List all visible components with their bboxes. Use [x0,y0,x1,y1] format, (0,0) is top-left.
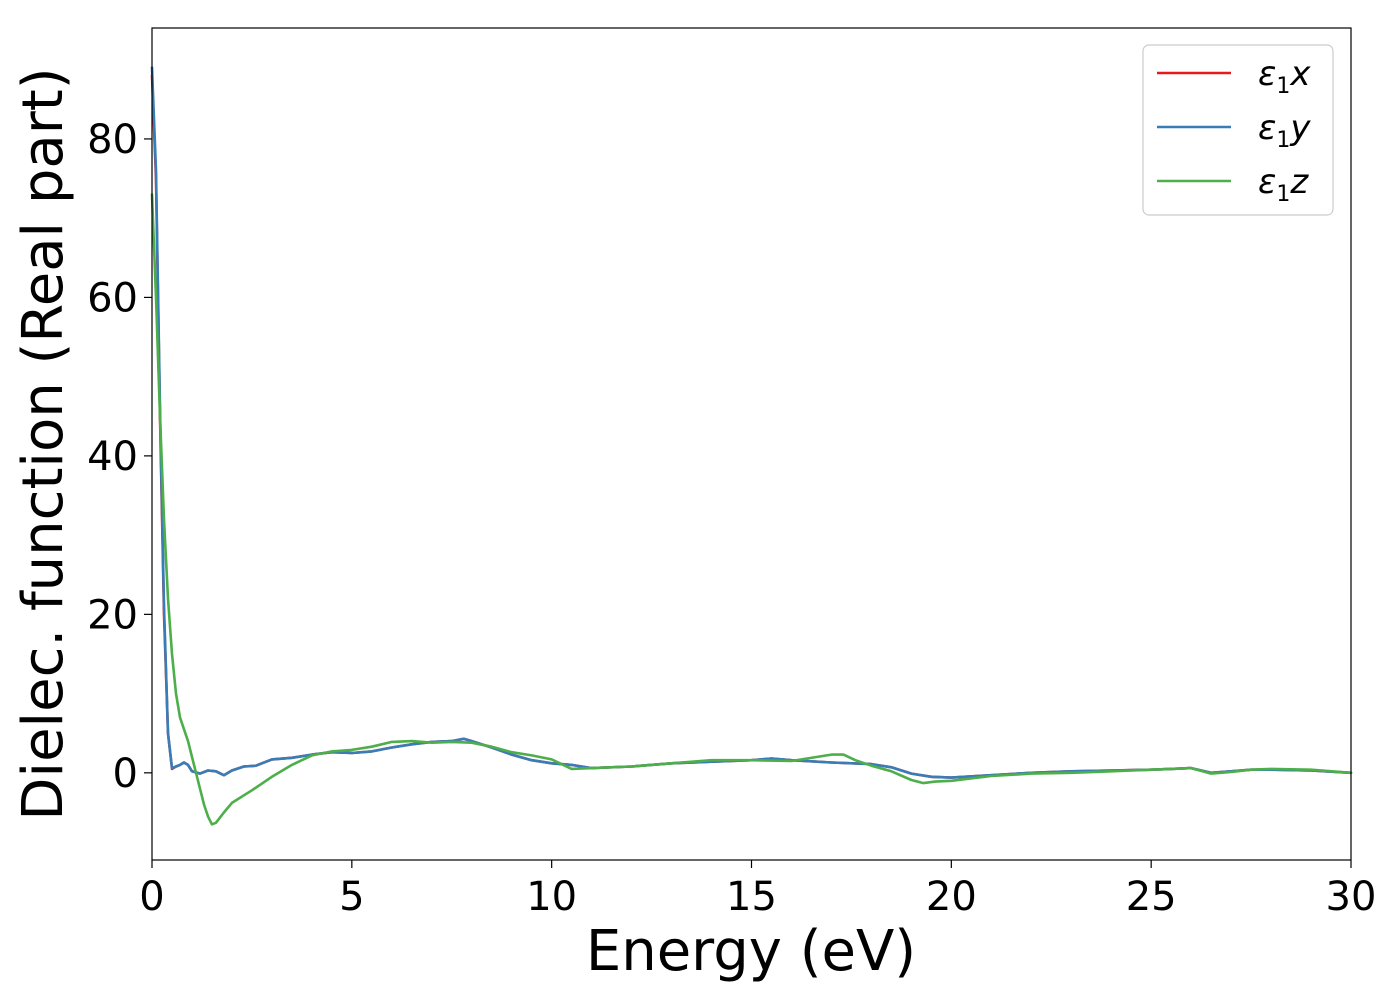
legend-label-1: ε1y [1258,108,1311,153]
x-tick-label: 25 [1126,874,1177,920]
x-tick-label: 20 [926,874,977,920]
legend-items: ε1x ε1y ε1z [1157,54,1311,207]
y-tick-label: 80 [87,117,138,163]
series-layer [150,66,1353,826]
x-tick-label: 30 [1326,874,1377,920]
legend: ε1x ε1y ε1z [1142,44,1334,216]
x-tick-label: 15 [726,874,777,920]
y-tick-label: 0 [113,751,138,797]
y-tick-label: 60 [87,275,138,321]
legend-label-2: ε1z [1258,162,1309,207]
x-axis-title: Energy (eV) [586,919,916,984]
series-line-2 [150,193,1353,826]
y-axis-ticks: 0 20 40 60 80 [87,117,152,797]
x-tick-label: 0 [139,874,164,920]
y-tick-label: 40 [87,434,138,480]
legend-label-0: ε1x [1258,54,1311,99]
x-axis-ticks: 0 5 10 15 20 25 30 [139,860,1376,920]
x-tick-label: 5 [339,874,364,920]
legend-box [1142,44,1334,216]
y-axis-title: Dielec. function (Real part) [11,67,76,820]
y-tick-label: 20 [87,592,138,638]
x-tick-label: 10 [526,874,577,920]
